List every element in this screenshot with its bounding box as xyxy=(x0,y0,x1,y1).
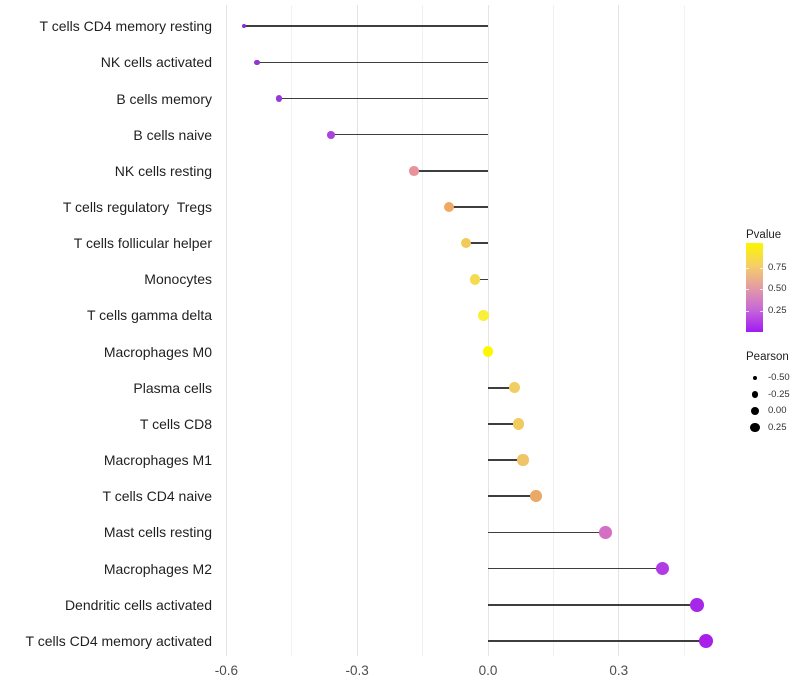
lollipop-stem xyxy=(488,459,523,461)
lollipop-dot xyxy=(517,454,529,466)
lollipop-stem xyxy=(256,61,488,64)
y-axis-label: T cells regulatory Tregs xyxy=(62,199,212,215)
lollipop-dot xyxy=(478,310,489,321)
pearson-legend-label: 0.00 xyxy=(768,405,787,416)
lollipop-stem xyxy=(243,25,488,27)
pvalue-bar-tick xyxy=(746,311,749,312)
y-axis-label: T cells gamma delta xyxy=(86,307,212,324)
pvalue-legend-label: 0.50 xyxy=(768,283,787,294)
y-axis-label: T cells CD4 memory activated xyxy=(25,632,212,649)
y-axis-label: Plasma cells xyxy=(133,379,212,396)
lollipop-dot xyxy=(530,490,542,503)
lollipop-dot xyxy=(599,526,613,539)
pvalue-bar-tick xyxy=(746,289,749,290)
lollipop-stem xyxy=(331,133,488,136)
y-axis-label: Monocytes xyxy=(144,271,212,288)
pearson-legend-dot xyxy=(751,391,759,398)
pearson-legend-dot xyxy=(750,422,760,433)
pearson-legend-label: -0.50 xyxy=(768,372,790,383)
lollipop-dot xyxy=(655,561,670,576)
lollipop-stem xyxy=(466,242,488,244)
lollipop-stem xyxy=(488,495,536,498)
lollipop-stem xyxy=(488,423,519,425)
lollipop-dot xyxy=(254,59,260,65)
lollipop-dot xyxy=(690,597,705,612)
lollipop-stem xyxy=(448,206,488,208)
y-axis-label: T cells CD4 memory resting xyxy=(39,18,212,35)
lollipop-dot xyxy=(275,95,282,102)
pearson-legend-dot xyxy=(752,375,758,381)
lollipop-dot xyxy=(409,166,419,176)
x-tick-label: 0.3 xyxy=(609,663,629,678)
lollipop-dot xyxy=(508,382,520,394)
lollipop-dot xyxy=(482,346,494,358)
x-tick-label: 0.0 xyxy=(478,663,498,678)
gridline-minor xyxy=(552,5,554,656)
lollipop-dot xyxy=(699,633,713,648)
pvalue-gradient-bar xyxy=(746,243,763,332)
lollipop-stem xyxy=(488,387,515,389)
y-axis-label: T cells follicular helper xyxy=(73,235,212,252)
y-axis-label: Macrophages M2 xyxy=(103,560,212,577)
pvalue-bar-tick xyxy=(760,268,763,269)
y-axis-label: Mast cells resting xyxy=(103,524,212,541)
lollipop-stem xyxy=(488,567,663,570)
lollipop-stem xyxy=(413,170,488,172)
y-axis-label: NK cells activated xyxy=(100,54,212,71)
pearson-legend-label: 0.25 xyxy=(768,421,787,433)
lollipop-dot xyxy=(469,274,481,285)
gridline-major xyxy=(487,5,489,656)
y-axis-label: Dendritic cells activated xyxy=(64,596,212,613)
pvalue-bar-tick xyxy=(760,311,763,312)
gridline-minor xyxy=(422,5,424,656)
y-axis-label: Macrophages M0 xyxy=(103,343,212,360)
y-axis-label: T cells CD8 xyxy=(139,415,212,432)
x-tick-label: -0.3 xyxy=(345,663,369,678)
lollipop-dot xyxy=(443,201,454,213)
gridline-major xyxy=(618,5,620,656)
gridline-minor xyxy=(683,5,685,656)
pearson-legend-dot xyxy=(750,406,760,416)
gridline-major xyxy=(225,5,227,656)
lollipop-stem xyxy=(488,640,706,642)
lollipop-dot xyxy=(241,24,246,29)
lollipop-dot xyxy=(327,130,335,139)
gridline-minor xyxy=(291,5,293,656)
y-axis-label: NK cells resting xyxy=(114,162,212,179)
gridline-major xyxy=(356,5,358,656)
y-axis-label: B cells naive xyxy=(133,126,212,143)
x-tick-label: -0.6 xyxy=(214,663,239,678)
lollipop-stem xyxy=(488,531,606,534)
pvalue-legend-label: 0.75 xyxy=(768,262,787,273)
y-axis-label: B cells memory xyxy=(116,90,212,107)
y-axis-label: Macrophages M1 xyxy=(103,452,212,469)
pearson-legend-label: -0.25 xyxy=(768,388,790,400)
pearson-legend-title: Pearson xyxy=(746,351,789,363)
lollipop-stem xyxy=(488,603,698,606)
pvalue-bar-tick xyxy=(760,289,763,290)
pvalue-legend-title: Pvalue xyxy=(746,229,782,241)
pvalue-legend-label: 0.25 xyxy=(768,305,787,316)
pvalue-bar-tick xyxy=(746,268,749,269)
lollipop-stem xyxy=(474,278,488,281)
y-axis-label: T cells CD4 naive xyxy=(102,488,212,505)
lollipop-stem xyxy=(278,97,488,100)
lollipop-dot xyxy=(512,418,525,430)
lollipop-dot xyxy=(460,237,472,249)
